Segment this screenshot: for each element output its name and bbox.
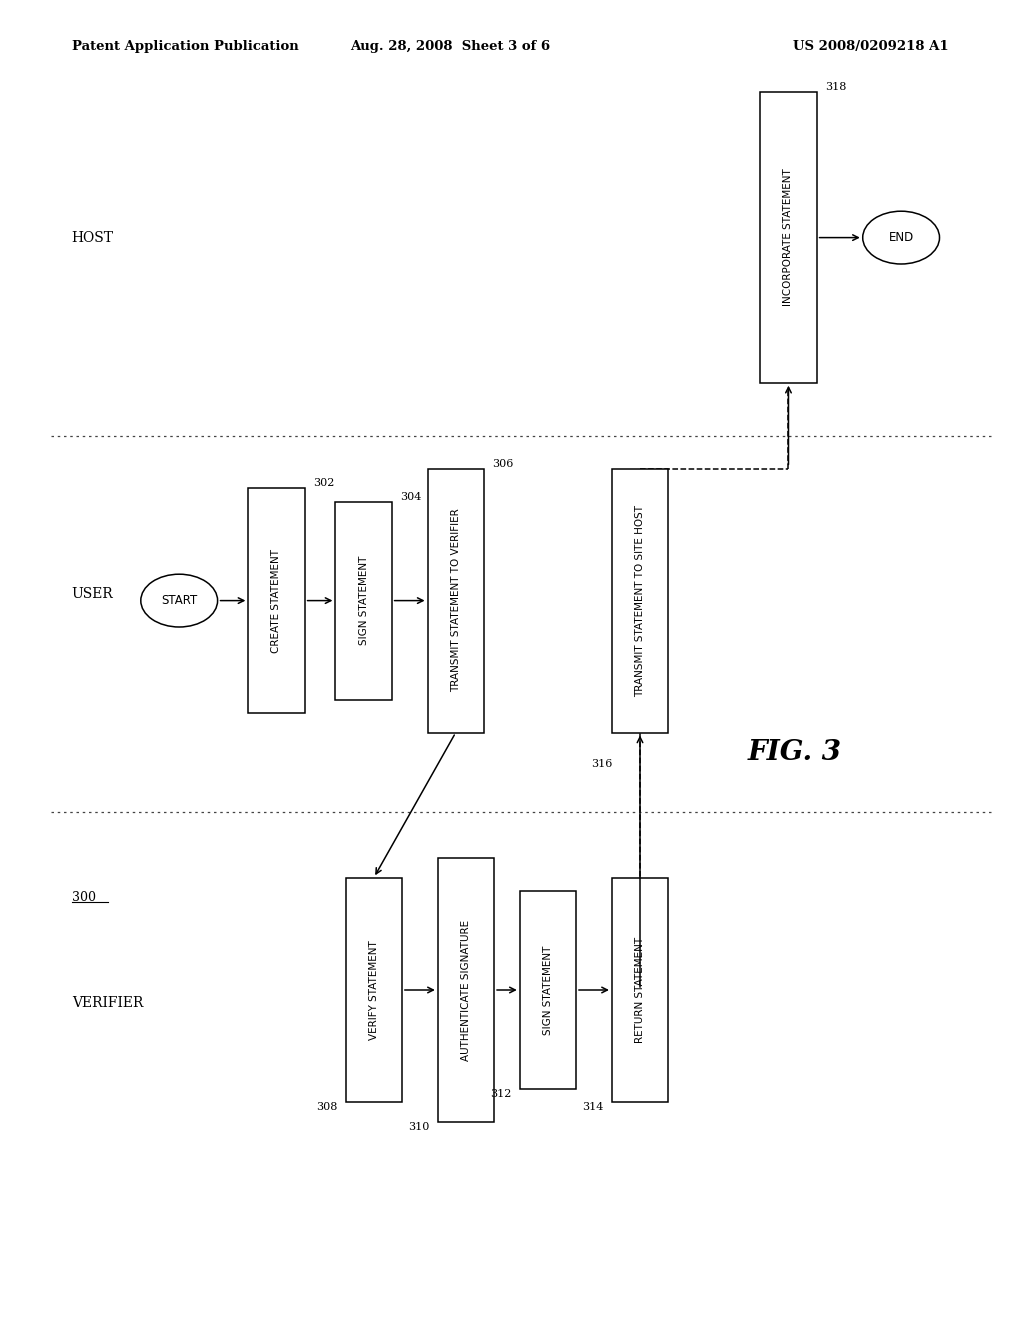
Text: 310: 310 bbox=[409, 1122, 430, 1133]
Text: FIG. 3: FIG. 3 bbox=[748, 739, 842, 766]
Text: TRANSMIT STATEMENT TO SITE HOST: TRANSMIT STATEMENT TO SITE HOST bbox=[635, 504, 645, 697]
FancyBboxPatch shape bbox=[612, 878, 669, 1102]
Text: RETURN STATEMENT: RETURN STATEMENT bbox=[635, 937, 645, 1043]
Text: Aug. 28, 2008  Sheet 3 of 6: Aug. 28, 2008 Sheet 3 of 6 bbox=[350, 40, 551, 53]
Text: START: START bbox=[161, 594, 198, 607]
FancyBboxPatch shape bbox=[249, 488, 305, 713]
Text: 316: 316 bbox=[592, 759, 612, 770]
FancyBboxPatch shape bbox=[438, 858, 494, 1122]
Text: SIGN STATEMENT: SIGN STATEMENT bbox=[543, 945, 553, 1035]
Text: SIGN STATEMENT: SIGN STATEMENT bbox=[358, 556, 369, 645]
FancyBboxPatch shape bbox=[520, 891, 577, 1089]
Text: INCORPORATE STATEMENT: INCORPORATE STATEMENT bbox=[783, 169, 794, 306]
Text: Patent Application Publication: Patent Application Publication bbox=[72, 40, 298, 53]
FancyBboxPatch shape bbox=[612, 469, 669, 733]
Text: VERIFIER: VERIFIER bbox=[72, 997, 143, 1010]
Text: USER: USER bbox=[72, 587, 114, 601]
Text: 304: 304 bbox=[399, 491, 421, 502]
Ellipse shape bbox=[862, 211, 940, 264]
Text: HOST: HOST bbox=[72, 231, 114, 244]
Text: 308: 308 bbox=[316, 1102, 337, 1113]
Text: VERIFY STATEMENT: VERIFY STATEMENT bbox=[369, 940, 379, 1040]
Text: 306: 306 bbox=[493, 458, 513, 469]
Text: CREATE STATEMENT: CREATE STATEMENT bbox=[271, 549, 282, 652]
Text: AUTHENTICATE SIGNATURE: AUTHENTICATE SIGNATURE bbox=[461, 920, 471, 1060]
FancyBboxPatch shape bbox=[335, 502, 391, 700]
Text: 300: 300 bbox=[72, 891, 95, 904]
Text: 312: 312 bbox=[490, 1089, 512, 1100]
Text: END: END bbox=[889, 231, 913, 244]
Text: TRANSMIT STATEMENT TO VERIFIER: TRANSMIT STATEMENT TO VERIFIER bbox=[451, 508, 461, 693]
Ellipse shape bbox=[140, 574, 217, 627]
FancyBboxPatch shape bbox=[760, 92, 817, 383]
FancyBboxPatch shape bbox=[345, 878, 401, 1102]
Text: 302: 302 bbox=[313, 478, 334, 488]
Text: US 2008/0209218 A1: US 2008/0209218 A1 bbox=[793, 40, 948, 53]
Text: 318: 318 bbox=[825, 82, 846, 92]
FancyBboxPatch shape bbox=[428, 469, 483, 733]
Text: 314: 314 bbox=[583, 1102, 604, 1113]
